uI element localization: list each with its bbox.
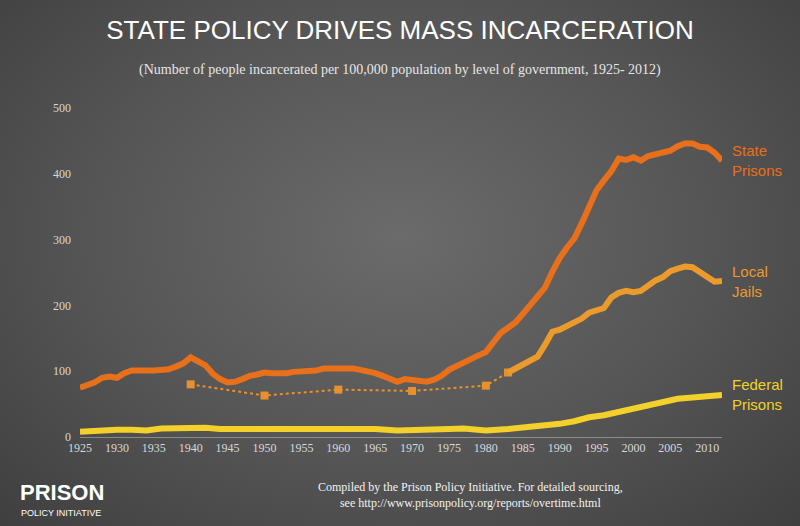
svg-text:300: 300 [53, 233, 71, 247]
svg-text:2010: 2010 [695, 441, 719, 455]
svg-text:Compiled by the Prison Policy: Compiled by the Prison Policy Initiative… [318, 480, 623, 510]
svg-text:1930: 1930 [105, 441, 129, 455]
svg-text:200: 200 [53, 299, 71, 313]
svg-text:2000: 2000 [621, 441, 645, 455]
svg-text:1975: 1975 [437, 441, 461, 455]
svg-text:1960: 1960 [326, 441, 350, 455]
svg-text:STATE POLICY DRIVES MASS INCAR: STATE POLICY DRIVES MASS INCARCERATION [106, 15, 694, 45]
svg-text:1955: 1955 [289, 441, 313, 455]
svg-text:1965: 1965 [363, 441, 387, 455]
svg-text:LocalJails: LocalJails [732, 263, 768, 300]
svg-text:1950: 1950 [252, 441, 276, 455]
svg-text:1935: 1935 [142, 441, 166, 455]
svg-text:1970: 1970 [400, 441, 424, 455]
svg-text:1925: 1925 [68, 441, 92, 455]
svg-text:1940: 1940 [179, 441, 203, 455]
svg-text:2005: 2005 [658, 441, 682, 455]
svg-text:1980: 1980 [474, 441, 498, 455]
svg-text:1995: 1995 [585, 441, 609, 455]
svg-text:0: 0 [65, 430, 71, 444]
svg-text:500: 500 [53, 101, 71, 115]
svg-text:FederalPrisons: FederalPrisons [732, 376, 783, 413]
svg-text:PRISON: PRISON [20, 480, 104, 505]
svg-text:100: 100 [53, 364, 71, 378]
svg-text:400: 400 [53, 167, 71, 181]
svg-text:StatePrisons: StatePrisons [732, 142, 782, 179]
svg-text:1945: 1945 [216, 441, 240, 455]
svg-text:POLICY INITIATIVE: POLICY INITIATIVE [21, 508, 101, 518]
svg-text:1990: 1990 [548, 441, 572, 455]
svg-text:(Number of people incarcerated: (Number of people incarcerated per 100,0… [139, 62, 661, 78]
svg-text:1985: 1985 [511, 441, 535, 455]
